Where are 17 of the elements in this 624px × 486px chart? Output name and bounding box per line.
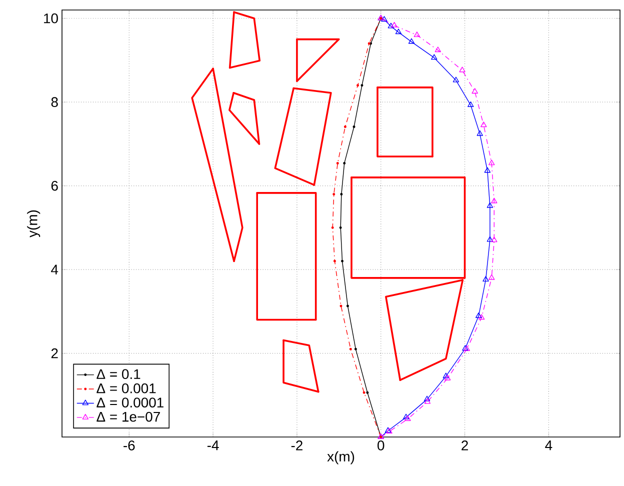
y-tick-label: 4 bbox=[51, 264, 58, 274]
legend-label: Δ = 0.1 bbox=[96, 369, 140, 380]
x-axis-title: x(m) bbox=[327, 451, 354, 464]
y-tick-label: 2 bbox=[51, 348, 58, 358]
legend-label: Δ = 0.0001 bbox=[96, 398, 164, 408]
y-tick-label: 8 bbox=[51, 97, 58, 108]
x-tick-label: -4 bbox=[207, 440, 219, 450]
y-tick-label: 6 bbox=[51, 180, 58, 191]
x-tick-label: -2 bbox=[291, 440, 302, 450]
x-tick-label: 2 bbox=[462, 440, 468, 450]
legend-label: Δ = 0.001 bbox=[96, 383, 156, 394]
y-axis-title: y(m) bbox=[27, 210, 40, 238]
x-tick-label: 0 bbox=[378, 440, 384, 450]
x-tick-label: 4 bbox=[545, 440, 552, 450]
legend-label: Δ = 1e−07 bbox=[96, 412, 160, 422]
y-tick-label: 10 bbox=[44, 13, 58, 24]
x-tick-label: -6 bbox=[124, 440, 135, 450]
